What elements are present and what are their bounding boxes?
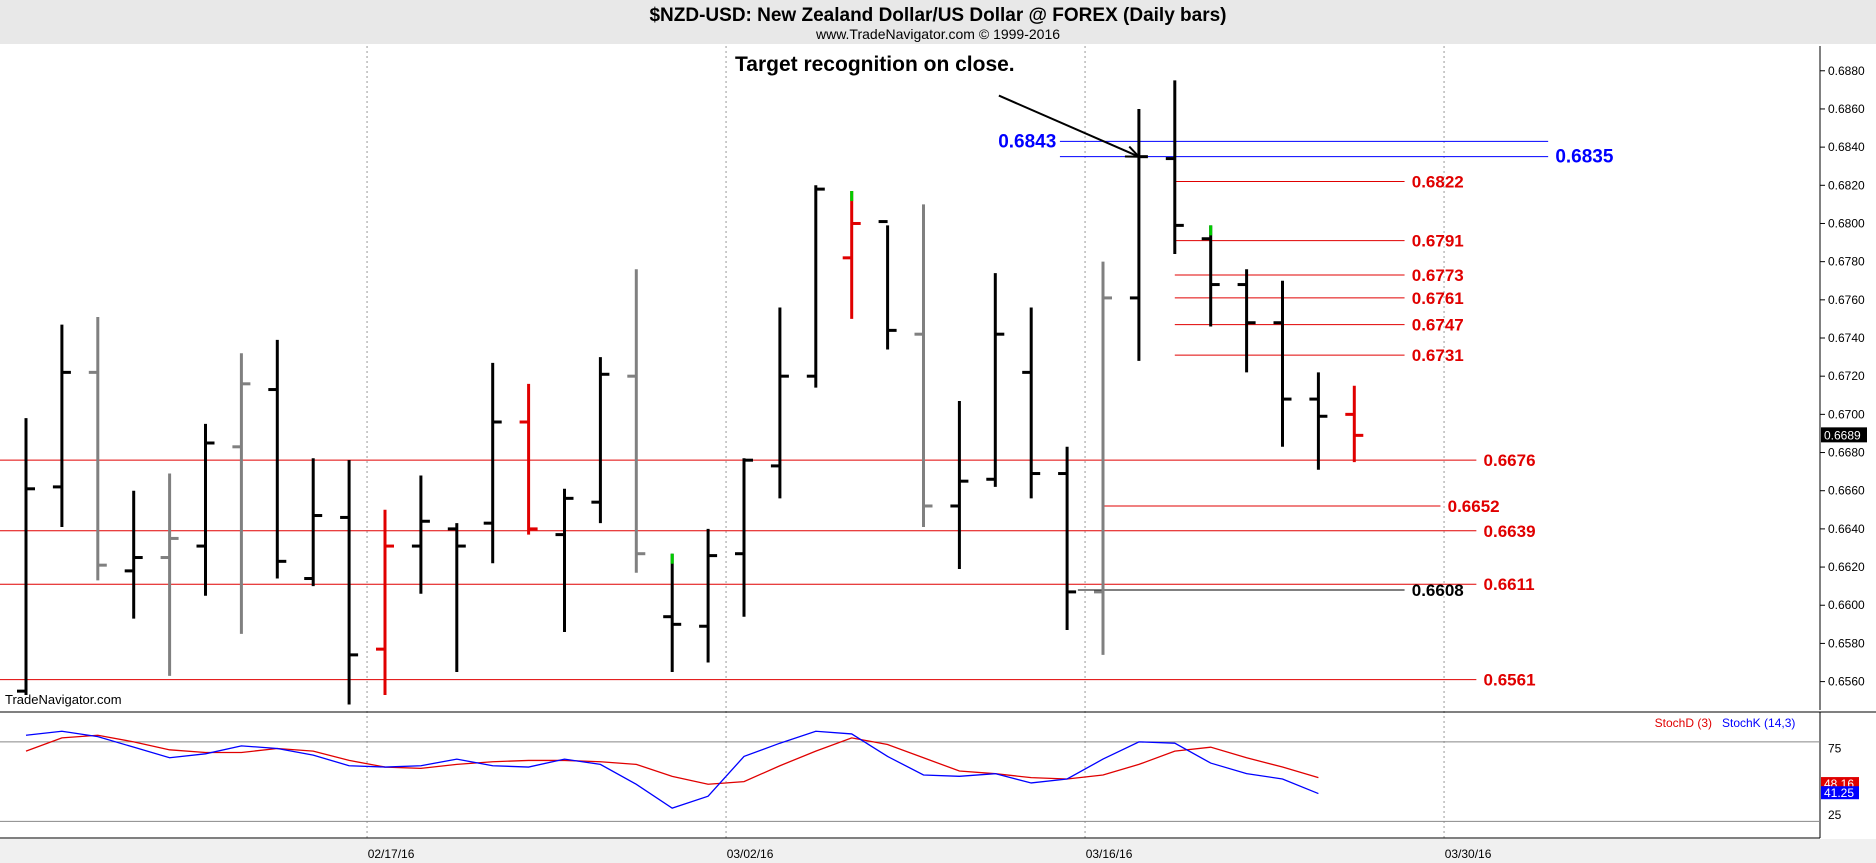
date-axis: 02/17/16 03/02/16 03/16/16 03/30/16 xyxy=(0,839,1876,863)
price-tick-label: 0.6820 xyxy=(1828,178,1865,192)
level-label: 0.6835 xyxy=(1555,147,1614,168)
annotation-text: Target recognition on close. xyxy=(735,53,1015,76)
level-label: 0.6843 xyxy=(998,131,1056,152)
stoch-d-legend: StochD (3) xyxy=(1655,716,1712,730)
watermark-text: TradeNavigator.com xyxy=(5,692,122,707)
price-tick-label: 0.6800 xyxy=(1828,216,1865,230)
stoch-d-line xyxy=(25,734,1319,785)
level-label: 0.6652 xyxy=(1448,497,1500,516)
last-price-box xyxy=(1821,427,1867,443)
price-tick-label: 0.6560 xyxy=(1828,675,1865,689)
price-grid xyxy=(366,46,1445,863)
price-tick-label: 0.6740 xyxy=(1828,331,1865,345)
price-tick-label: 0.6580 xyxy=(1828,636,1865,650)
level-label: 0.6608 xyxy=(1412,581,1464,600)
annotation-arrow xyxy=(998,94,1140,158)
price-tick-label: 0.6880 xyxy=(1828,64,1865,78)
annotations xyxy=(998,94,1142,158)
price-tick-label: 0.6600 xyxy=(1828,598,1865,612)
level-label: 0.6747 xyxy=(1412,316,1464,335)
stoch-k-legend: StochK (14,3) xyxy=(1722,716,1795,730)
level-label: 0.6611 xyxy=(1484,575,1535,594)
level-label: 0.6791 xyxy=(1412,232,1464,251)
level-label: 0.6761 xyxy=(1412,289,1464,308)
price-tick-label: 0.6840 xyxy=(1828,140,1865,154)
last-price-label: 0.6689 xyxy=(1824,428,1861,442)
date-label: 03/16/16 xyxy=(1086,847,1133,861)
price-tick-label: 0.6760 xyxy=(1828,293,1865,307)
copyright-text: www.TradeNavigator.com © 1999-2016 xyxy=(815,26,1060,42)
price-tick-label: 0.6720 xyxy=(1828,369,1865,383)
level-label: 0.6676 xyxy=(1484,451,1536,470)
price-bars xyxy=(17,80,1364,705)
price-axis: 0.6560 0.6580 0.6600 0.6620 0.6640 0.6660 0.66… xyxy=(1819,46,1867,710)
stoch-tick-label: 75 xyxy=(1828,742,1842,756)
chart-title: $NZD-USD: New Zealand Dollar/US Dollar @… xyxy=(649,5,1226,26)
stoch-tick-label: 25 xyxy=(1828,808,1842,822)
annotation-arrowhead xyxy=(1124,145,1142,158)
level-label: 0.6731 xyxy=(1412,346,1464,365)
level-label: 0.6639 xyxy=(1484,522,1536,541)
level-label: 0.6773 xyxy=(1412,266,1464,285)
price-tick-label: 0.6660 xyxy=(1828,484,1865,498)
stoch-k-line xyxy=(25,730,1319,809)
price-tick-label: 0.6780 xyxy=(1828,255,1865,269)
date-label: 03/30/16 xyxy=(1445,847,1492,861)
date-label: 02/17/16 xyxy=(368,847,415,861)
price-tick-label: 0.6700 xyxy=(1828,407,1865,421)
price-tick-label: 0.6860 xyxy=(1828,102,1865,116)
price-tick-label: 0.6620 xyxy=(1828,560,1865,574)
date-label: 03/02/16 xyxy=(727,847,774,861)
price-tick-label: 0.6680 xyxy=(1828,446,1865,460)
stoch-last-box xyxy=(1821,786,1859,800)
stoch-last-label: 41.25 xyxy=(1824,786,1854,800)
level-label: 0.6822 xyxy=(1412,172,1464,191)
header-band xyxy=(0,0,1876,44)
level-label: 0.6561 xyxy=(1484,671,1536,690)
price-tick-label: 0.6640 xyxy=(1828,522,1865,536)
date-axis-band xyxy=(0,839,1876,863)
